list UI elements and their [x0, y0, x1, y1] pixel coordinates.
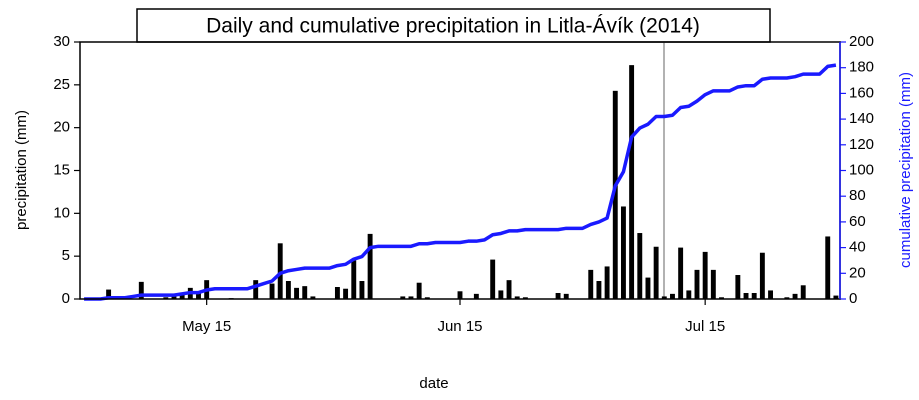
bar: [506, 280, 512, 299]
bar: [163, 297, 169, 299]
y-tick-label: 5: [62, 247, 70, 264]
bar: [735, 275, 741, 299]
y2-tick-label: 160: [849, 84, 874, 101]
bar: [416, 282, 422, 299]
bar: [637, 233, 643, 299]
y2-tick-label: 180: [849, 59, 874, 76]
bar: [343, 288, 349, 299]
bar: [351, 260, 357, 299]
bar: [596, 281, 602, 299]
bar: [408, 296, 414, 299]
plot-frame: [79, 41, 841, 300]
y2-tick-label: 0: [849, 290, 857, 307]
bar: [792, 293, 798, 299]
bar: [743, 293, 749, 299]
bar: [800, 285, 806, 299]
x-axis-label: date: [419, 375, 448, 392]
bar: [400, 296, 406, 299]
y-tick-label: 0: [62, 290, 70, 307]
y2-tick-label: 140: [849, 110, 874, 127]
x-tick-label: May 15: [182, 318, 231, 335]
bar: [833, 295, 839, 299]
bar: [710, 269, 716, 299]
bar: [498, 290, 504, 299]
y2-tick-label: 20: [849, 264, 866, 281]
y2-tick-label: 120: [849, 136, 874, 153]
bar: [179, 294, 185, 299]
y-tick-label: 15: [53, 161, 70, 178]
bar: [302, 286, 308, 299]
bar: [359, 281, 365, 299]
bar: [702, 251, 708, 299]
bar: [269, 283, 275, 299]
bar: [686, 290, 692, 299]
y2-tick-label: 80: [849, 187, 866, 204]
bar: [171, 296, 177, 299]
bar: [138, 281, 144, 299]
bar: [612, 90, 618, 299]
y2-tick-label: 100: [849, 161, 874, 178]
y-tick-label: 25: [53, 76, 70, 93]
bar: [694, 269, 700, 299]
cumulative-line: [84, 63, 837, 301]
bar: [522, 297, 528, 299]
bar: [661, 296, 667, 299]
y2-axis-label: cumulative precipitation (mm): [897, 72, 914, 268]
x-tick-label: Jun 15: [437, 318, 482, 335]
bar: [106, 289, 112, 299]
bar: [645, 277, 651, 299]
y2-tick-label: 200: [849, 33, 874, 50]
bar: [555, 293, 561, 299]
bar: [719, 297, 724, 299]
bar: [253, 280, 259, 299]
bar: [473, 293, 479, 299]
bar: [653, 246, 659, 299]
bar: [759, 252, 765, 299]
bar: [768, 290, 773, 299]
bar: [310, 296, 316, 299]
bar: [751, 293, 757, 299]
y-tick-label: 30: [53, 33, 70, 50]
x-tick-label: Jul 15: [685, 318, 725, 335]
bar: [367, 233, 373, 299]
bar: [424, 297, 430, 299]
bar: [514, 296, 520, 299]
bar: [620, 206, 626, 299]
y2-tick-label: 40: [849, 239, 866, 256]
bar: [277, 243, 283, 299]
bar: [334, 287, 340, 299]
bar: [825, 236, 831, 299]
y-tick-label: 20: [53, 119, 70, 136]
bar: [294, 287, 300, 299]
y-tick-label: 10: [53, 204, 70, 221]
y-axis-label: precipitation (mm): [13, 110, 30, 230]
y2-tick-label: 60: [849, 213, 866, 230]
chart-title: Daily and cumulative precipitation in Li…: [206, 15, 700, 38]
bar: [490, 259, 496, 299]
bar: [196, 292, 201, 299]
bar: [563, 293, 569, 299]
bar: [629, 65, 635, 299]
bar: [678, 247, 684, 299]
bar: [604, 266, 610, 299]
bar: [784, 297, 790, 299]
bar: [588, 269, 594, 299]
bar: [457, 291, 463, 299]
title-box: [136, 8, 771, 43]
bar: [285, 281, 291, 299]
bar: [670, 293, 675, 299]
